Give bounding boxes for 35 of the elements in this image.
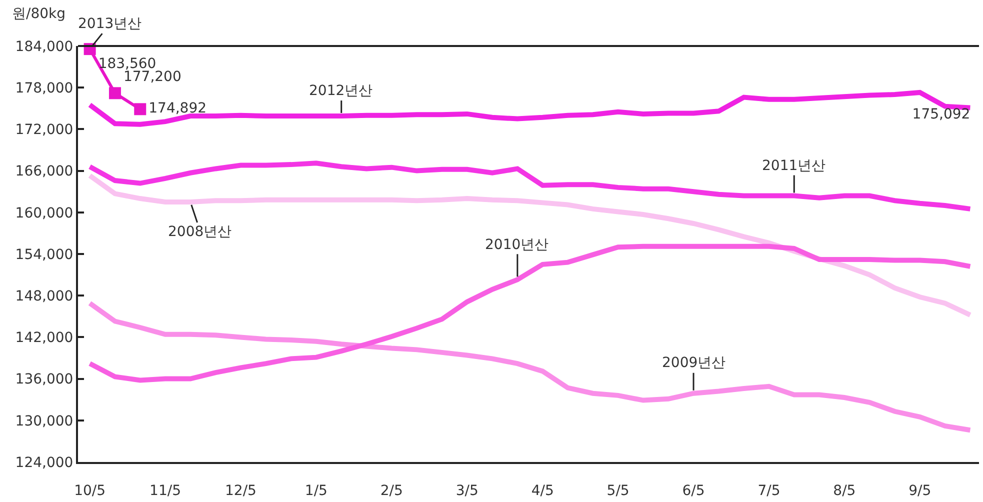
x-tick-label: 11/5 [150,482,182,499]
y-tick-label: 130,000 [15,413,74,430]
y-tick-label: 148,000 [15,288,74,304]
series-label: 2010년산 [485,237,549,253]
y-tick-label: 124,000 [15,454,74,471]
x-tick-label: 9/5 [908,482,932,499]
x-tick-label: 3/5 [456,482,478,499]
data-label: 174,892 [148,100,207,117]
series-label: 2011년산 [762,158,826,174]
series-label: 2008년산 [168,224,232,240]
y-tick-label: 166,000 [15,164,74,180]
y-tick-label: 184,000 [15,38,74,55]
x-tick-label: 4/5 [531,482,554,499]
series-label: 2009년산 [662,355,726,371]
y-tick-label: 160,000 [15,205,74,222]
data-label: 175,092 [912,106,970,122]
y-tick-label: 172,000 [15,122,74,138]
x-tick-label: 1/5 [304,482,328,499]
x-tick-label: 5/5 [606,482,630,499]
y-tick-label: 154,000 [15,246,74,263]
y-axis-title: 원/80kg [12,6,66,22]
y-tick-label: 142,000 [15,330,74,346]
data-label: 177,200 [123,69,182,86]
y-tick-label: 136,000 [15,372,74,388]
point [134,103,146,116]
x-tick-label: 8/5 [833,482,856,499]
x-tick-label: 7/5 [758,482,780,499]
x-tick-label: 6/5 [682,482,705,499]
series-label: 2013년산 [78,16,142,32]
x-tick-label: 10/5 [74,482,106,499]
series-label: 2012년산 [309,83,373,99]
x-tick-label: 2/5 [380,482,403,499]
point [108,87,121,100]
x-tick-label: 12/5 [225,482,256,499]
y-tick-label: 178,000 [15,80,74,96]
